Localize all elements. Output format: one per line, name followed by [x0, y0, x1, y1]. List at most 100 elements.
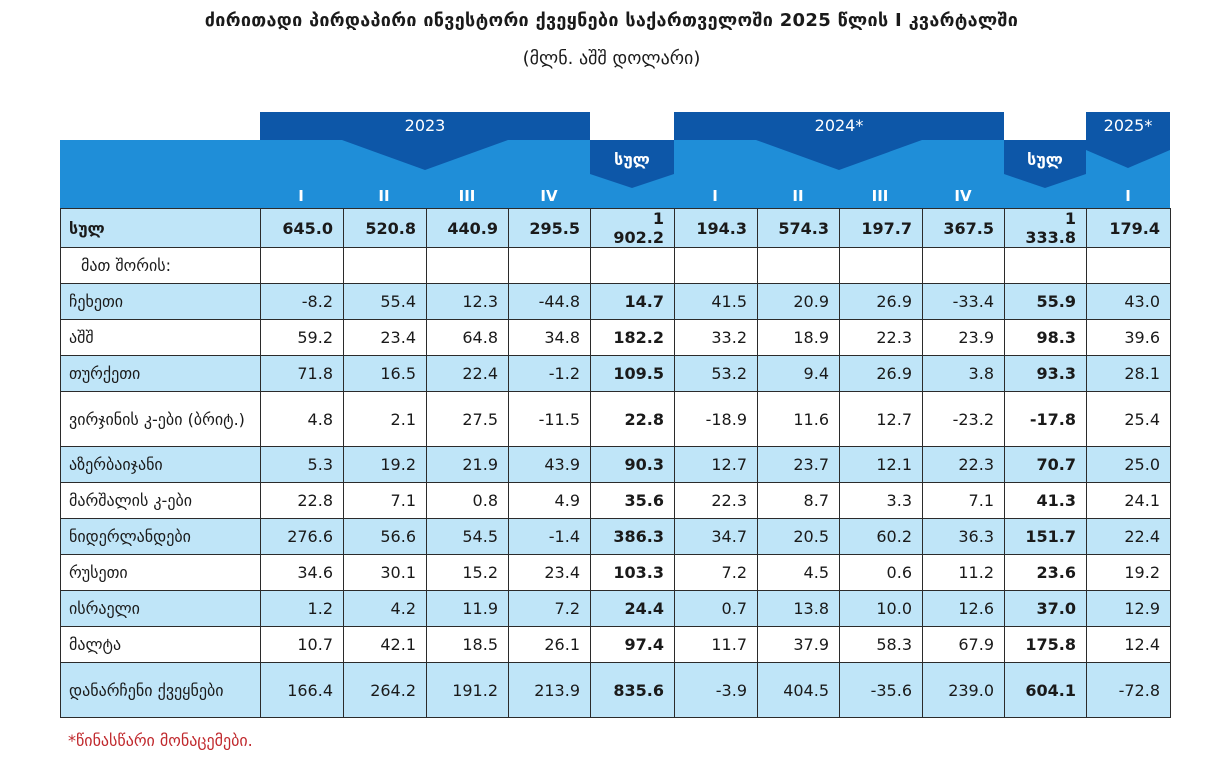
table-row: დანარჩენი ქვეყნები 166.4 264.2 191.2 213.9 83…	[60, 662, 1171, 718]
table-row: თურქეთი 71.8 16.5 22.4 -1.2 109.5 53.2 9.4 26.9 3…	[60, 355, 1171, 392]
table-cell: 11.9	[426, 590, 509, 627]
row-label: აშშ	[60, 319, 261, 356]
table-row: აშშ 59.2 23.4 64.8 34.8 182.2 33.2 18.9 22.3 23.9…	[60, 319, 1171, 356]
table-cell: 98.3	[1004, 319, 1087, 356]
year-2023-banner	[260, 112, 590, 170]
table-row: ჩეხეთი -8.2 55.4 12.3 -44.8 14.7 41.5 20.9 26.9-…	[60, 283, 1171, 320]
quarter-label: I	[1125, 187, 1131, 205]
table-cell: 645.0	[260, 208, 344, 248]
table-cell: 197.7	[839, 208, 923, 248]
table-cell: 20.9	[757, 283, 840, 320]
table-cell: -35.6	[839, 662, 923, 718]
table-row: მათ შორის:	[60, 247, 1171, 284]
table-cell: 191.2	[426, 662, 509, 718]
table-cell	[1004, 247, 1087, 284]
table-cell: 22.8	[590, 391, 675, 447]
quarter-label: IV	[540, 187, 558, 205]
table-cell: 41.5	[674, 283, 758, 320]
row-label: ისრაელი	[60, 590, 261, 627]
table-cell: 12.6	[922, 590, 1005, 627]
table-cell: 13.8	[757, 590, 840, 627]
table-row: მარშალის კ-ები 22.8 7.1 0.8 4.9 35.6 22.3 8.7 3.…	[60, 482, 1171, 519]
table-cell: -33.4	[922, 283, 1005, 320]
table-cell: 166.4	[260, 662, 344, 718]
table-cell: 23.4	[343, 319, 427, 356]
table-cell: 11.7	[674, 626, 758, 663]
table-cell: 21.9	[426, 446, 509, 483]
table-cell: 151.7	[1004, 518, 1087, 555]
table-cell: 22.3	[674, 482, 758, 519]
table-cell: 54.5	[426, 518, 509, 555]
table-cell: 386.3	[590, 518, 675, 555]
table-cell: 574.3	[757, 208, 840, 248]
table-cell	[1086, 247, 1171, 284]
table-cell: 12.7	[674, 446, 758, 483]
total-2023-label: სულ	[614, 150, 650, 169]
table-cell: 35.6	[590, 482, 675, 519]
table-cell: 23.7	[757, 446, 840, 483]
quarter-label: IV	[954, 187, 972, 205]
row-label: მალტა	[60, 626, 261, 663]
table-cell: 26.9	[839, 355, 923, 392]
table-cell: 37.0	[1004, 590, 1087, 627]
table-cell: 7.2	[508, 590, 591, 627]
table-cell: -23.2	[922, 391, 1005, 447]
table-cell: 20.5	[757, 518, 840, 555]
table-cell: -8.2	[260, 283, 344, 320]
table-cell: -1.4	[508, 518, 591, 555]
table-cell: 30.1	[343, 554, 427, 591]
table-cell: 25.4	[1086, 391, 1171, 447]
table-cell: 43.9	[508, 446, 591, 483]
table-cell: 12.1	[839, 446, 923, 483]
table-cell: 7.1	[343, 482, 427, 519]
table-cell: 15.2	[426, 554, 509, 591]
table-row: აზერბაიჯანი 5.3 19.2 21.9 43.9 90.3 12.7 23.7 12…	[60, 446, 1171, 483]
table-cell: 34.6	[260, 554, 344, 591]
table-cell: -18.9	[674, 391, 758, 447]
table-cell: 64.8	[426, 319, 509, 356]
table-cell: 23.6	[1004, 554, 1087, 591]
table-cell: 4.2	[343, 590, 427, 627]
table-cell: 23.9	[922, 319, 1005, 356]
table-row: ნიდერლანდები 276.6 56.6 54.5 -1.4 386.3 34.7 20…	[60, 518, 1171, 555]
quarter-label: I	[712, 187, 718, 205]
table-row: რუსეთი 34.6 30.1 15.2 23.4 103.3 7.2 4.5 0.6 11.2…	[60, 554, 1171, 591]
table-cell: 14.7	[590, 283, 675, 320]
table-cell: 8.7	[757, 482, 840, 519]
table-cell: 24.1	[1086, 482, 1171, 519]
table-cell	[757, 247, 840, 284]
table-cell: 93.3	[1004, 355, 1087, 392]
table-cell: 19.2	[343, 446, 427, 483]
table-cell: 26.9	[839, 283, 923, 320]
quarter-label: II	[378, 187, 390, 205]
table-cell: 25.0	[1086, 446, 1171, 483]
table-cell: 404.5	[757, 662, 840, 718]
table-cell: 12.4	[1086, 626, 1171, 663]
table-cell: -17.8	[1004, 391, 1087, 447]
table-cell	[839, 247, 923, 284]
table-cell: 71.8	[260, 355, 344, 392]
table-cell: 22.8	[260, 482, 344, 519]
year-2024-label: 2024*	[814, 116, 864, 135]
row-label: რუსეთი	[60, 554, 261, 591]
table-cell: -3.9	[674, 662, 758, 718]
table-cell: 23.4	[508, 554, 591, 591]
table-cell: 0.8	[426, 482, 509, 519]
table-cell: 26.1	[508, 626, 591, 663]
table-cell: 276.6	[260, 518, 344, 555]
table-cell: 7.2	[674, 554, 758, 591]
quarter-label: II	[792, 187, 804, 205]
table-cell: 58.3	[839, 626, 923, 663]
table-cell: 0.6	[839, 554, 923, 591]
table-cell: 67.9	[922, 626, 1005, 663]
table-cell: 37.9	[757, 626, 840, 663]
table-cell: 41.3	[1004, 482, 1087, 519]
table-cell: 1.2	[260, 590, 344, 627]
table-cell: 182.2	[590, 319, 675, 356]
table-cell: 1 333.8	[1004, 208, 1087, 248]
table-cell: 0.7	[674, 590, 758, 627]
row-label: დანარჩენი ქვეყნები	[60, 662, 261, 718]
table-cell: 22.3	[922, 446, 1005, 483]
table-cell: 175.8	[1004, 626, 1087, 663]
table-cell: 16.5	[343, 355, 427, 392]
